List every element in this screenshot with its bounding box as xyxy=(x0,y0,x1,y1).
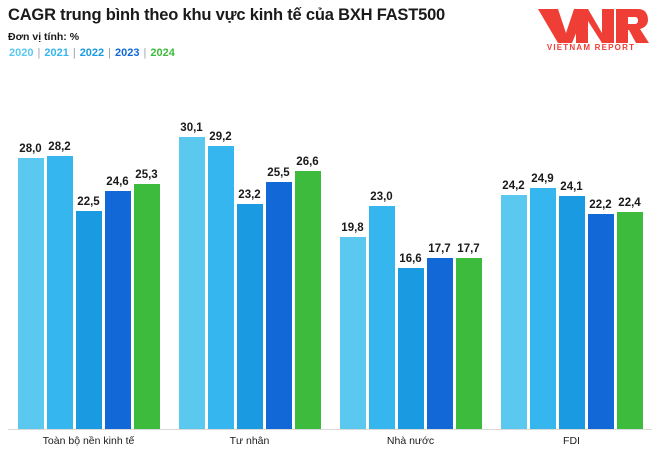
bar-2021-Toàn bộ nền kinh tế[interactable]: 28,2 xyxy=(46,99,73,429)
bar-rect[interactable] xyxy=(178,137,205,429)
bar-rect[interactable] xyxy=(294,171,321,429)
bar-2023-Tư nhân[interactable]: 25,5 xyxy=(265,99,292,429)
legend-separator: | xyxy=(143,47,147,59)
bar-group-2: 19,8 23,0 16,6 17,7 17,7 xyxy=(339,99,482,429)
category-label-1: Tư nhân xyxy=(229,435,270,447)
bar-groups: 28,0 28,2 22,5 24,6 25,3 30,1 29,2 23,2 25,5 26,6… xyxy=(8,99,652,429)
category-label-2: Nhà nước xyxy=(386,435,435,447)
bar-value-label: 28,2 xyxy=(48,140,71,153)
vietnam-report-logo: VIETNAM REPORT xyxy=(532,5,650,57)
bar-value-label: 28,0 xyxy=(19,142,42,155)
bar-2023-FDI[interactable]: 22,2 xyxy=(587,99,614,429)
axis-baseline xyxy=(8,429,652,430)
bar-rect[interactable] xyxy=(236,204,263,429)
category-label-3: FDI xyxy=(563,435,580,447)
bar-rect[interactable] xyxy=(133,183,160,429)
category-label-0: Toàn bộ nền kinh tế xyxy=(42,435,135,447)
bar-value-label: 23,2 xyxy=(238,189,261,202)
bar-value-label: 25,3 xyxy=(135,168,158,181)
legend-item-2021[interactable]: 2021 xyxy=(44,47,69,59)
category-labels: Toàn bộ nền kinh tế Tư nhân Nhà nước FDI xyxy=(8,435,652,459)
bar-rect[interactable] xyxy=(455,257,482,429)
bar-rect[interactable] xyxy=(558,195,585,429)
bar-2022-Nhà nước[interactable]: 16,6 xyxy=(397,99,424,429)
bar-group-1: 30,1 29,2 23,2 25,5 26,6 xyxy=(178,99,321,429)
bar-2021-Nhà nước[interactable]: 23,0 xyxy=(368,99,395,429)
bar-rect[interactable] xyxy=(46,155,73,429)
bar-2024-Tư nhân[interactable]: 26,6 xyxy=(294,99,321,429)
bar-rect[interactable] xyxy=(529,187,556,429)
bar-value-label: 19,8 xyxy=(341,222,364,235)
bar-2020-Toàn bộ nền kinh tế[interactable]: 28,0 xyxy=(17,99,44,429)
bar-2021-FDI[interactable]: 24,9 xyxy=(529,99,556,429)
bar-rect[interactable] xyxy=(75,211,102,429)
legend-item-2023[interactable]: 2023 xyxy=(115,47,140,59)
bar-2022-Tư nhân[interactable]: 23,2 xyxy=(236,99,263,429)
bar-value-label: 29,2 xyxy=(209,131,232,144)
bar-rect[interactable] xyxy=(426,257,453,429)
bar-value-label: 25,5 xyxy=(267,166,290,179)
logo-caption: VIETNAM REPORT xyxy=(546,43,636,52)
bar-value-label: 24,1 xyxy=(560,180,583,193)
legend-separator: | xyxy=(108,47,112,59)
bar-rect[interactable] xyxy=(265,181,292,429)
bar-2023-Nhà nước[interactable]: 17,7 xyxy=(426,99,453,429)
bar-value-label: 23,0 xyxy=(370,191,393,204)
bar-2024-FDI[interactable]: 22,4 xyxy=(616,99,643,429)
bar-value-label: 24,9 xyxy=(531,172,554,185)
bar-value-label: 26,6 xyxy=(296,156,319,169)
legend-item-2022[interactable]: 2022 xyxy=(79,47,105,59)
bar-2022-Toàn bộ nền kinh tế[interactable]: 22,5 xyxy=(75,99,102,429)
bar-chart: 28,0 28,2 22,5 24,6 25,3 30,1 29,2 23,2 25,5 26,6… xyxy=(0,62,660,467)
bar-value-label: 16,6 xyxy=(399,253,422,266)
bar-value-label: 22,4 xyxy=(618,197,641,209)
bar-rect[interactable] xyxy=(587,213,614,429)
bar-value-label: 17,7 xyxy=(457,242,480,255)
bar-value-label: 22,2 xyxy=(589,198,612,211)
bar-2022-FDI[interactable]: 24,1 xyxy=(558,99,585,429)
bar-value-label: 17,7 xyxy=(428,242,451,255)
bar-rect[interactable] xyxy=(104,190,131,429)
bar-2020-Tư nhân[interactable]: 30,1 xyxy=(178,99,205,429)
bar-value-label: 22,5 xyxy=(77,196,100,209)
bar-group-0: 28,0 28,2 22,5 24,6 25,3 xyxy=(17,99,160,429)
bar-2020-Nhà nước[interactable]: 19,8 xyxy=(339,99,366,429)
page-title: CAGR trung bình theo khu vực kinh tế của… xyxy=(8,6,446,24)
bar-rect[interactable] xyxy=(500,194,527,429)
bar-value-label: 30,1 xyxy=(180,122,203,135)
bar-2023-Toàn bộ nền kinh tế[interactable]: 24,6 xyxy=(104,99,131,429)
bar-group-3: 24,2 24,9 24,1 22,2 22,4 xyxy=(500,99,643,429)
legend-item-2024[interactable]: 2024 xyxy=(150,47,175,59)
bar-value-label: 24,2 xyxy=(502,179,525,192)
bar-rect[interactable] xyxy=(207,146,234,429)
legend-separator: | xyxy=(37,47,41,59)
bar-rect[interactable] xyxy=(397,268,424,429)
legend: 2020 | 2021 | 2022 | 2023 | 2024 xyxy=(6,47,178,59)
bar-value-label: 24,6 xyxy=(106,175,129,188)
bar-2021-Tư nhân[interactable]: 29,2 xyxy=(207,99,234,429)
bar-2024-Toàn bộ nền kinh tế[interactable]: 25,3 xyxy=(133,99,160,429)
legend-item-2020[interactable]: 2020 xyxy=(9,47,34,59)
bar-rect[interactable] xyxy=(368,206,395,429)
logo-mark-icon xyxy=(538,9,649,43)
unit-label: Đơn vị tính: % xyxy=(8,31,80,43)
bar-rect[interactable] xyxy=(339,237,366,429)
bar-rect[interactable] xyxy=(17,157,44,429)
bar-2024-Nhà nước[interactable]: 17,7 xyxy=(455,99,482,429)
bar-rect[interactable] xyxy=(616,212,643,429)
bar-2020-FDI[interactable]: 24,2 xyxy=(500,99,527,429)
legend-separator: | xyxy=(72,47,76,59)
